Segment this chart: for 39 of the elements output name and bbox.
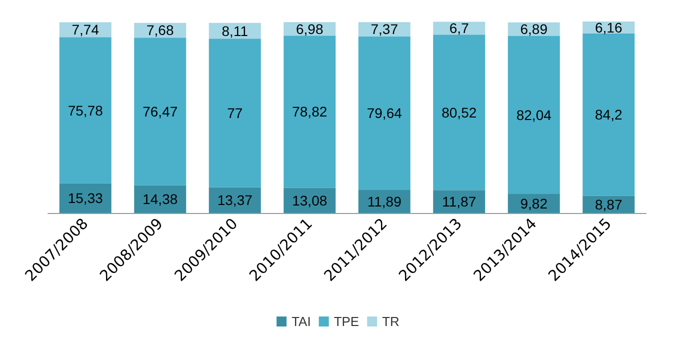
data-label: 6,98 [296,20,324,37]
data-label: 11,87 [442,194,476,210]
data-label: 9,82 [520,196,548,212]
data-label: 80,52 [442,104,477,120]
bar [582,33,635,196]
bar [358,36,410,190]
legend-label: TR [382,314,400,329]
bar [284,36,336,188]
bar [134,185,186,213]
data-label: 6,16 [595,19,622,36]
data-label: 79,64 [366,105,402,122]
data-label: 8,87 [595,196,622,212]
bar [208,187,261,213]
data-label: 15,33 [68,190,104,206]
bar [59,183,112,213]
data-label: 78,82 [292,104,328,120]
data-label: 13,08 [292,192,328,208]
data-label: 13,37 [217,192,253,208]
bar [134,38,186,186]
data-label: 8,11 [222,22,248,39]
data-label: 84,2 [595,106,622,123]
data-label: 75,78 [68,102,104,118]
data-label: 6,89 [520,21,548,38]
legend-label: TAI [292,314,311,329]
data-label: 7,68 [146,22,174,38]
data-label: 6,7 [449,20,470,36]
data-label: 7,37 [370,21,398,38]
bar [59,37,112,184]
data-label: 77 [227,104,243,121]
bar [208,38,261,188]
bar [433,190,486,213]
bar [508,36,560,194]
data-label: 14,38 [142,191,178,208]
data-label: 11,89 [367,194,402,210]
bar [433,34,486,190]
data-label: 82,04 [516,106,552,123]
legend-label: TPE [334,314,360,329]
data-label: 7,74 [72,22,100,38]
data-label: 76,47 [142,103,178,120]
